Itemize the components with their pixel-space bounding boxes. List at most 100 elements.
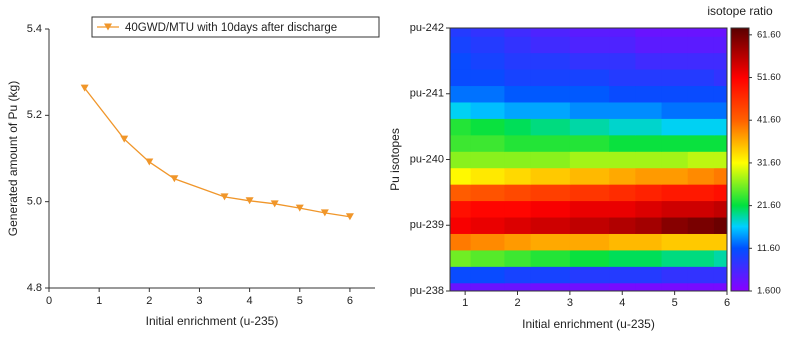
heat-cell <box>609 85 636 103</box>
heat-cell <box>609 52 636 70</box>
heat-cell <box>530 249 571 267</box>
heat-cell <box>530 151 571 169</box>
heat-cell <box>504 184 532 202</box>
heat-cell <box>687 184 715 202</box>
point <box>295 204 304 212</box>
heat-cell <box>569 217 610 234</box>
heat-cell <box>635 184 663 202</box>
heat-cell <box>504 36 532 54</box>
heat-cell <box>470 282 505 292</box>
heat-cell <box>713 151 728 169</box>
heat-cell <box>569 282 610 292</box>
heat-cell <box>609 134 636 152</box>
heat-cell <box>713 118 728 136</box>
heat-cell <box>635 233 663 251</box>
y-tick-label: pu-241 <box>410 88 444 100</box>
point <box>170 175 179 183</box>
x-tick-label: 6 <box>347 295 353 307</box>
heat-cell <box>713 217 728 234</box>
legend-marker <box>104 23 112 31</box>
y-tick-label: pu-242 <box>410 22 444 34</box>
x-tick-label: 6 <box>724 297 730 309</box>
colorbar <box>730 27 750 292</box>
point <box>345 213 354 221</box>
heat-cell <box>530 69 571 87</box>
x-tick-label: 2 <box>514 297 520 309</box>
heat-cell <box>661 101 689 119</box>
heat-cell <box>569 200 610 218</box>
heat-cell <box>687 233 715 251</box>
heat-cell <box>504 118 532 136</box>
y-tick-label: pu-240 <box>410 153 444 165</box>
heat-cell <box>661 217 689 234</box>
heat-cell <box>530 167 571 185</box>
heat-cell <box>450 52 472 70</box>
heat-cell <box>569 28 610 37</box>
heat-cell <box>504 167 532 185</box>
heat-cell <box>687 85 715 103</box>
heat-cell <box>504 52 532 70</box>
point <box>80 84 89 92</box>
heat-cell <box>504 249 532 267</box>
heat-cell <box>530 184 571 202</box>
heat-cell <box>635 52 663 70</box>
heat-cell <box>530 233 571 251</box>
heat-cell <box>661 52 689 70</box>
heat-cell <box>661 134 689 152</box>
y-tick-label: 5.0 <box>27 196 42 208</box>
heat-cell <box>470 184 505 202</box>
heat-cell <box>635 249 663 267</box>
heat-cell <box>569 167 610 185</box>
heat-cell <box>609 167 636 185</box>
heat-cell <box>530 101 571 119</box>
heat-cell <box>609 118 636 136</box>
heat-cell <box>635 134 663 152</box>
heat-cell <box>450 134 472 152</box>
heat-cell <box>470 200 505 218</box>
heat-cell <box>687 52 715 70</box>
heat-cell <box>713 249 728 267</box>
heat-cell <box>609 184 636 202</box>
heat-cell <box>569 36 610 54</box>
y-axis-label: Pu isotopes <box>388 128 402 191</box>
point <box>270 200 279 208</box>
heat-cell <box>470 217 505 234</box>
heat-cell <box>530 217 571 234</box>
heat-cell <box>470 85 505 103</box>
heat-cell <box>635 217 663 234</box>
heat-cell <box>569 101 610 119</box>
heat-cell <box>450 266 472 284</box>
y-tick-label: 5.4 <box>27 23 42 35</box>
heat-cell <box>713 233 728 251</box>
heat-cell <box>470 134 505 152</box>
heat-cell <box>609 151 636 169</box>
heat-cell <box>661 167 689 185</box>
point <box>245 197 254 205</box>
heat-cell <box>504 151 532 169</box>
x-tick-label: 0 <box>46 295 52 307</box>
heat-cell <box>661 69 689 87</box>
heat-cell <box>713 52 728 70</box>
heat-cell <box>504 217 532 234</box>
heat-cell <box>609 200 636 218</box>
heat-cell <box>504 85 532 103</box>
heat-cell <box>661 151 689 169</box>
heat-cell <box>470 266 505 284</box>
heat-cell <box>687 249 715 267</box>
heat-cell <box>687 282 715 292</box>
heat-cell <box>687 101 715 119</box>
heat-cell <box>530 28 571 37</box>
heat-cell <box>569 266 610 284</box>
heat-cell <box>609 36 636 54</box>
heat-cell <box>661 200 689 218</box>
heat-cell <box>687 217 715 234</box>
heat-cell <box>569 69 610 87</box>
heat-cell <box>450 118 472 136</box>
heat-cell <box>635 167 663 185</box>
heat-cell <box>635 85 663 103</box>
heat-cell <box>635 200 663 218</box>
heat-cell <box>504 282 532 292</box>
heat-cell <box>450 69 472 87</box>
heat-cell <box>569 52 610 70</box>
heat-cell <box>609 217 636 234</box>
